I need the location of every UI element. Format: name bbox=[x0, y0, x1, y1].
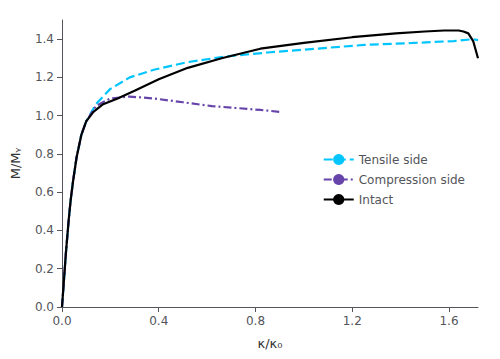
svg-text:0.8: 0.8 bbox=[35, 147, 54, 161]
svg-text:0.4: 0.4 bbox=[35, 223, 54, 237]
svg-text:1.2: 1.2 bbox=[35, 70, 54, 84]
svg-text:κ/κ₀: κ/κ₀ bbox=[258, 336, 283, 351]
svg-text:1.4: 1.4 bbox=[35, 32, 54, 46]
svg-text:0.8: 0.8 bbox=[246, 314, 265, 328]
svg-text:1.2: 1.2 bbox=[343, 314, 362, 328]
svg-text:0.6: 0.6 bbox=[35, 185, 54, 199]
svg-text:Intact: Intact bbox=[359, 193, 394, 207]
svg-text:Tensile side: Tensile side bbox=[358, 153, 428, 167]
svg-text:1.0: 1.0 bbox=[35, 109, 54, 123]
svg-text:0.4: 0.4 bbox=[149, 314, 168, 328]
svg-text:0.0: 0.0 bbox=[52, 314, 71, 328]
svg-text:1.6: 1.6 bbox=[439, 314, 458, 328]
svg-text:M/Mᵧ: M/Mᵧ bbox=[8, 148, 23, 180]
svg-text:Compression side: Compression side bbox=[359, 173, 465, 187]
svg-text:0.0: 0.0 bbox=[35, 300, 54, 314]
svg-text:0.2: 0.2 bbox=[35, 262, 54, 276]
